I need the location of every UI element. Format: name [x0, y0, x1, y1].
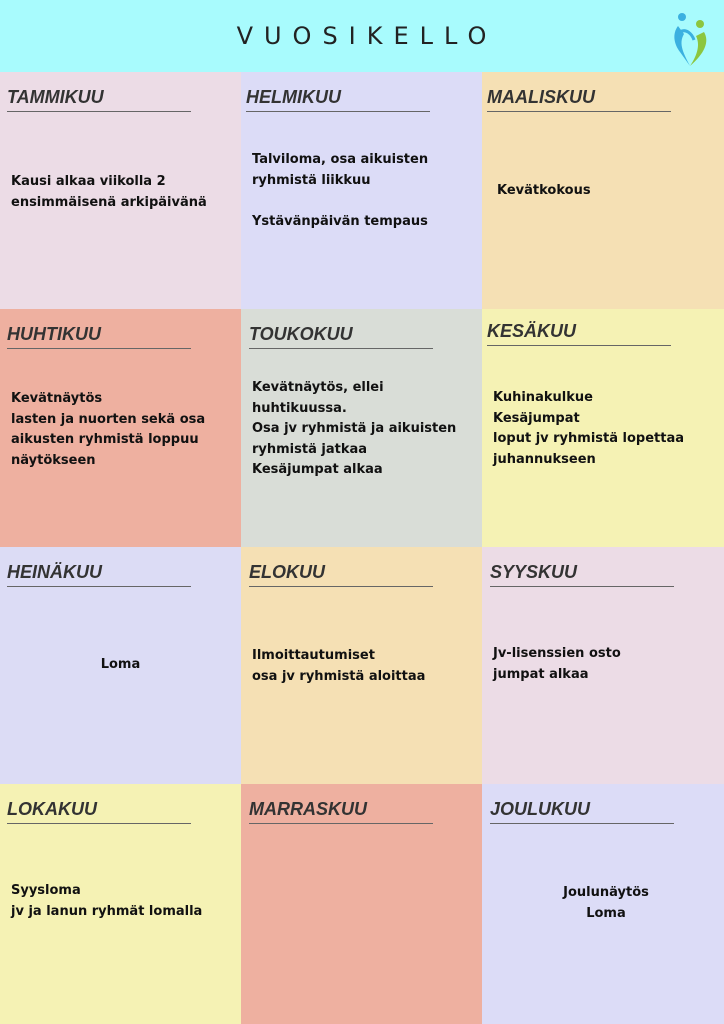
month-text: Kevätkokous	[497, 183, 591, 198]
month-lokakuu: LOKAKUU Syysloma jv ja lanun ryhmät loma…	[0, 784, 241, 1024]
month-grid: TAMMIKUU Kausi alkaa viikolla 2 ensimmäi…	[0, 72, 724, 1024]
month-text: Kevätnäytös, ellei huhtikuussa. Osa jv r…	[252, 380, 457, 477]
month-helmikuu: HELMIKUU Talviloma, osa aikuisten ryhmis…	[241, 72, 482, 309]
month-heading: SYYSKUU	[490, 562, 674, 587]
month-marraskuu: MARRASKUU	[241, 784, 482, 1024]
month-heading: ELOKUU	[249, 562, 433, 587]
month-heading: MARRASKUU	[249, 799, 433, 824]
header: VUOSIKELLO	[0, 0, 724, 72]
month-text: Ilmoittautumiset osa jv ryhmistä aloitta…	[252, 648, 426, 684]
month-tammikuu: TAMMIKUU Kausi alkaa viikolla 2 ensimmäi…	[0, 72, 241, 309]
month-heinakuu: HEINÄKUU Loma	[0, 547, 241, 784]
month-text: Kausi alkaa viikolla 2 ensimmäisenä arki…	[11, 174, 207, 210]
logo-icon	[674, 13, 707, 66]
month-text: Syysloma jv ja lanun ryhmät lomalla	[11, 883, 203, 919]
month-heading: HELMIKUU	[246, 87, 430, 112]
month-heading: TOUKOKUU	[249, 324, 433, 349]
month-heading: KESÄKUU	[487, 321, 671, 346]
month-maaliskuu: MAALISKUU Kevätkokous	[482, 72, 724, 309]
month-text: Loma	[100, 657, 141, 672]
month-text: Joulunäytös Loma	[563, 885, 649, 921]
month-text: Jv-lisenssien osto jumpat alkaa	[493, 646, 621, 682]
month-kesakuu: KESÄKUU Kuhinakulkue Kesäjumpat loput jv…	[482, 309, 724, 547]
month-heading: HUHTIKUU	[7, 324, 191, 349]
month-text: Kuhinakulkue Kesäjumpat loput jv ryhmist…	[493, 390, 685, 467]
month-syyskuu: SYYSKUU Jv-lisenssien osto jumpat alkaa	[482, 547, 724, 784]
month-text: Talviloma, osa aikuisten ryhmistä liikku…	[252, 152, 429, 229]
month-heading: JOULUKUU	[490, 799, 674, 824]
month-text: Kevätnäytös lasten ja nuorten sekä osa a…	[11, 391, 206, 468]
month-heading: LOKAKUU	[7, 799, 191, 824]
month-elokuu: ELOKUU Ilmoittautumiset osa jv ryhmistä …	[241, 547, 482, 784]
page-title: VUOSIKELLO	[236, 22, 498, 50]
month-huhtikuu: HUHTIKUU Kevätnäytös lasten ja nuorten s…	[0, 309, 241, 547]
month-heading: HEINÄKUU	[7, 562, 191, 587]
month-heading: TAMMIKUU	[7, 87, 191, 112]
month-toukokuu: TOUKOKUU Kevätnäytös, ellei huhtikuussa.…	[241, 309, 482, 547]
month-joulukuu: JOULUKUU Joulunäytös Loma	[482, 784, 724, 1024]
month-heading: MAALISKUU	[487, 87, 671, 112]
